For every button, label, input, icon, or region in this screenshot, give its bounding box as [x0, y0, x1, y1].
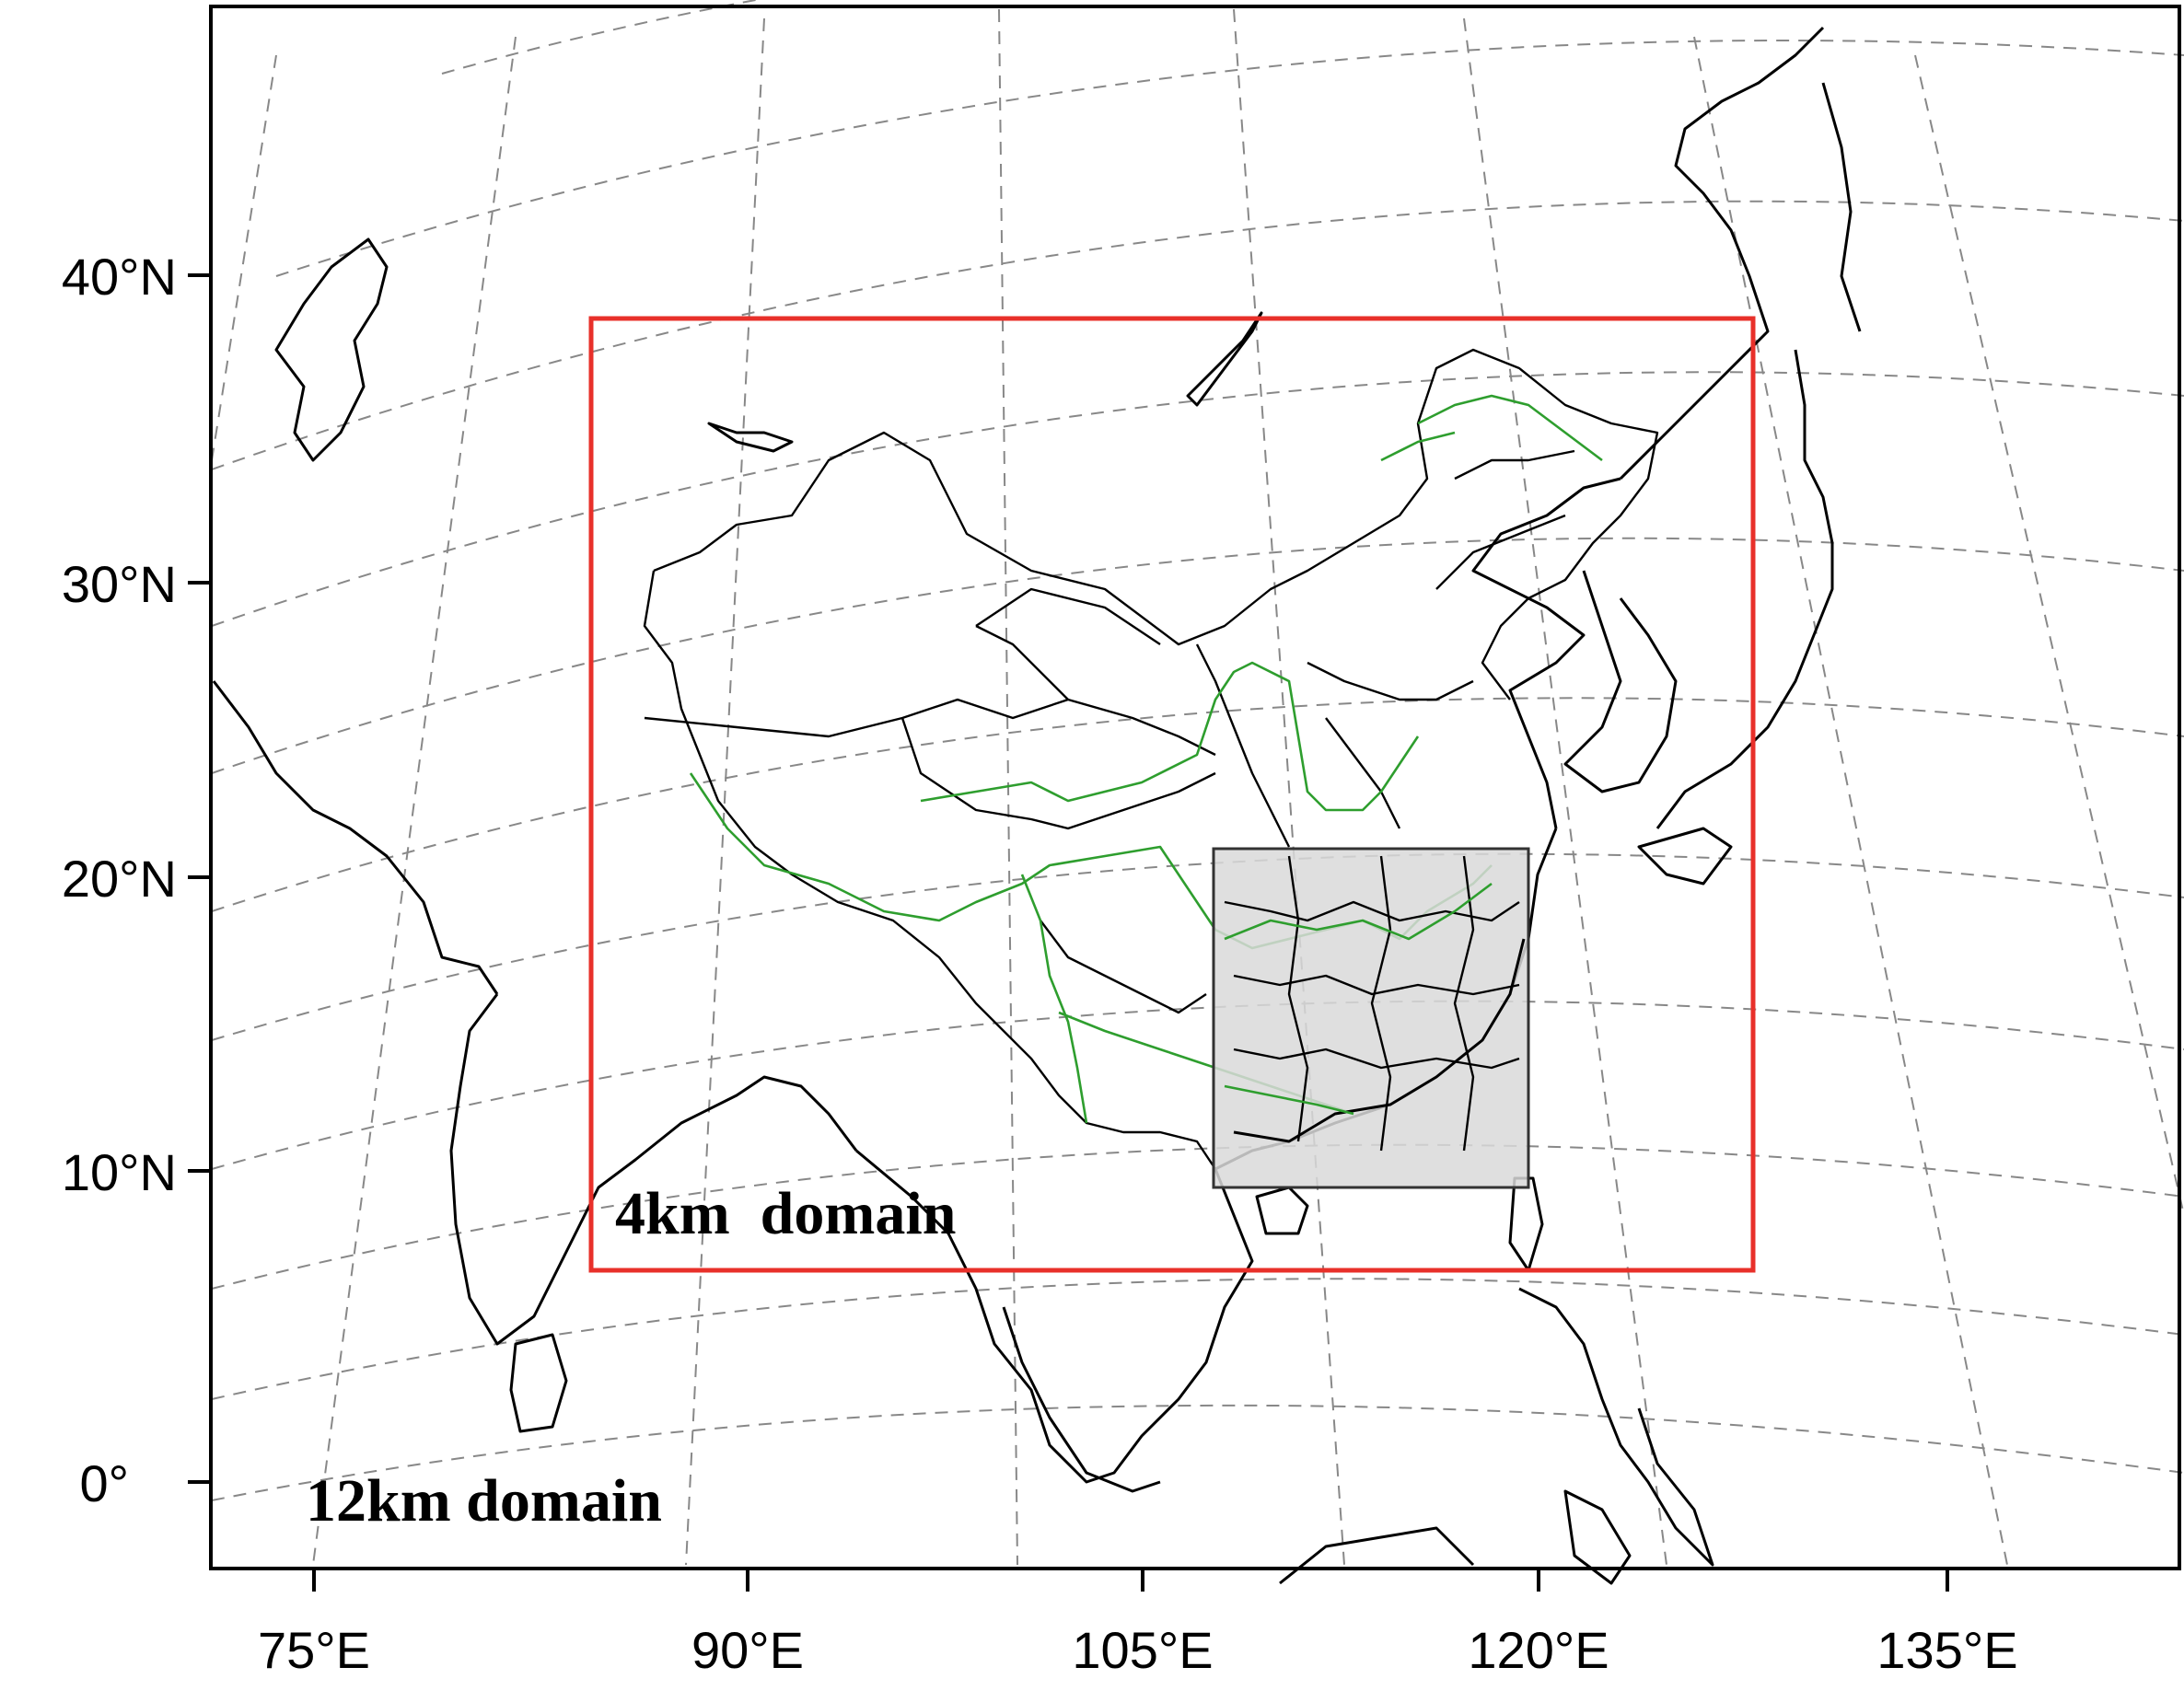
graticule-lat-10	[211, 1143, 2184, 1290]
province-borders-4	[1040, 920, 1207, 1014]
graticule-lat-20	[211, 852, 2184, 1041]
japan-south	[1637, 827, 1733, 886]
graticule-lat-25	[211, 697, 2184, 912]
arabia-coast	[212, 680, 499, 995]
outer-domain-label: 12km domain	[306, 1467, 662, 1534]
inner-domain-box	[588, 316, 1756, 1273]
lake-baikal	[1186, 311, 1263, 407]
province-borders-6	[1307, 661, 1474, 701]
y-tick-label-20n: 20°N	[62, 850, 177, 908]
inland-sea	[274, 237, 389, 462]
graticule-lat-15	[211, 1000, 2184, 1170]
graticule-lat-35	[211, 371, 2184, 627]
graticule-lon-120	[1463, 17, 1667, 1566]
graticule-lat-50	[441, 0, 761, 75]
province-borders-5	[1195, 643, 1291, 848]
inner-domain-label: 4km domain	[615, 1180, 956, 1247]
korea	[1563, 570, 1678, 793]
province-borders-1	[644, 698, 1216, 757]
east-china-coast	[1471, 477, 1621, 829]
china-border	[653, 348, 1659, 700]
philippines	[1518, 1287, 1714, 1567]
river-amur	[1417, 394, 1603, 462]
province-borders-7	[1325, 717, 1401, 829]
plot-frame	[209, 5, 2181, 1570]
province-borders-2	[900, 717, 1216, 830]
innermost-domain-detail	[1224, 855, 1526, 1152]
malay-peninsula	[1002, 1306, 1161, 1493]
graticule	[211, 0, 2184, 1566]
province-borders-3	[975, 624, 1069, 700]
y-tick-label-30n: 30°N	[62, 555, 177, 613]
graticule-lon-140	[1914, 54, 2184, 1216]
graticule-lon-130	[1693, 36, 2008, 1566]
borneo	[1279, 1526, 1475, 1585]
graticule-lat-40	[211, 200, 2184, 470]
sri-lanka	[509, 1333, 568, 1433]
y-tick-label-40n: 40°N	[62, 248, 177, 306]
taiwan-island	[1508, 1176, 1544, 1272]
graticule-lon-90	[685, 17, 765, 1566]
graticule-lat-30	[211, 537, 2184, 774]
province-borders-9	[1454, 449, 1575, 480]
hainan-island	[1255, 1186, 1309, 1235]
india-coast	[449, 993, 858, 1346]
graticule-lon-70b	[211, 54, 277, 461]
river-northeast	[1380, 431, 1456, 462]
x-tick-label-90e: 90°E	[691, 1621, 804, 1679]
river-mekong	[1020, 874, 1088, 1124]
mongolia-border	[975, 587, 1161, 645]
japan	[1655, 349, 1834, 829]
graticule-lon-110	[1233, 8, 1345, 1566]
borders	[643, 348, 1659, 1170]
river-yellow	[920, 661, 1420, 812]
x-tick-label-105e: 105°E	[1072, 1621, 1213, 1679]
x-axis: 75°E 90°E 105°E 120°E 135°E	[258, 1569, 2018, 1679]
sakhalin	[1821, 82, 1862, 332]
graticule-lat-5	[211, 1278, 2184, 1400]
siberia-coast	[1619, 26, 1825, 480]
lake-balkhash	[707, 422, 794, 453]
coastlines	[212, 26, 1862, 1585]
x-tick-label-75e: 75°E	[258, 1621, 370, 1679]
x-tick-label-135e: 135°E	[1876, 1621, 2017, 1679]
y-tick-label-10n: 10°N	[62, 1143, 177, 1201]
y-tick-label-0: 0°	[79, 1454, 129, 1512]
graticule-lat-45	[275, 40, 2184, 277]
innermost-domain-box	[1212, 847, 1530, 1189]
china-west-border	[643, 570, 1216, 1170]
province-borders-8	[1435, 514, 1566, 590]
x-tick-label-120e: 120°E	[1468, 1621, 1609, 1679]
y-axis: 40°N 30°N 20°N 10°N 0°	[62, 248, 211, 1512]
graticule-lon-80	[312, 36, 517, 1566]
